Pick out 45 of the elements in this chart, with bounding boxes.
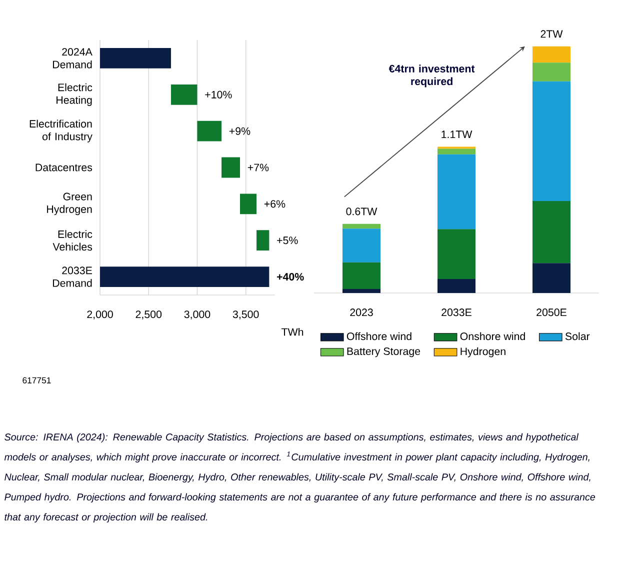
annotation: +5% <box>277 236 298 244</box>
annotation: 2TW <box>540 30 563 38</box>
x-tick-label: 2050E <box>536 308 566 316</box>
text: 617751 <box>22 377 51 384</box>
bar <box>438 278 476 293</box>
annotation: 1.1TW <box>442 130 472 138</box>
annotation: €4trn investment required <box>388 64 475 88</box>
x-tick-label: 3,500 <box>232 310 259 320</box>
legend-label: Battery Storage <box>347 347 420 358</box>
bar <box>438 148 476 154</box>
bar <box>532 263 571 293</box>
annotation: +6% <box>264 200 286 208</box>
bar <box>438 229 476 279</box>
x-tick-label: 2023 <box>350 308 373 316</box>
legend-label: Hydrogen <box>460 347 506 358</box>
bar <box>532 46 571 63</box>
annotation: +40% <box>276 273 304 281</box>
annotation: +7% <box>248 164 269 172</box>
bar <box>342 224 381 229</box>
bar <box>342 289 381 293</box>
y-tick-label: Datacentres <box>36 164 92 172</box>
bar <box>342 262 381 290</box>
x-tick-label: 3,000 <box>184 310 210 320</box>
source-note: Source: IRENA (2024): Renewable Capacity Statistics. Projections are based on assumptions, estimates, views and hypothetical models or analyses, which might prove inaccurate or incorrect. $^{1}$Cumulative investment in power plant capacity including, Hydrogen, Nuclear, Small modular nuclear, Bioenergy, Hydro, Other renewables, Utility-scale PV, Small-scale PV, Onshore wind, Offshore wind, Pumped hydro. Projections and forward-looking statements are not a guarantee of any future performance and there is no assurance that any forecast or projection will be realised. <box>4 433 596 522</box>
legend-label: Offshore wind <box>346 332 412 340</box>
x-tick-label: 2,500 <box>136 310 162 320</box>
y-tick-label: Electrification of Industry <box>30 120 92 142</box>
y-tick-label: 2033E Demand <box>53 266 92 287</box>
bar <box>438 154 476 230</box>
bar <box>532 81 571 201</box>
y-tick-label: Electric Vehicles <box>52 230 92 251</box>
x-axis-title: TWh <box>281 328 304 336</box>
y-tick-label: 2024A Demand <box>53 48 92 68</box>
legend-label: Solar <box>565 332 590 340</box>
bar <box>532 200 571 264</box>
bar <box>342 228 381 262</box>
x-tick-label: 2033E <box>442 308 472 316</box>
annotation: 0.6TW <box>346 208 378 216</box>
legend-label: Onshore wind <box>460 332 525 340</box>
bar <box>532 62 571 82</box>
y-tick-label: Electric Heating <box>56 83 92 106</box>
annotation: +9% <box>229 127 250 135</box>
y-tick-label: Green Hydrogen <box>47 192 92 216</box>
x-tick-label: 2,000 <box>87 310 113 320</box>
annotation: +10% <box>205 90 232 98</box>
